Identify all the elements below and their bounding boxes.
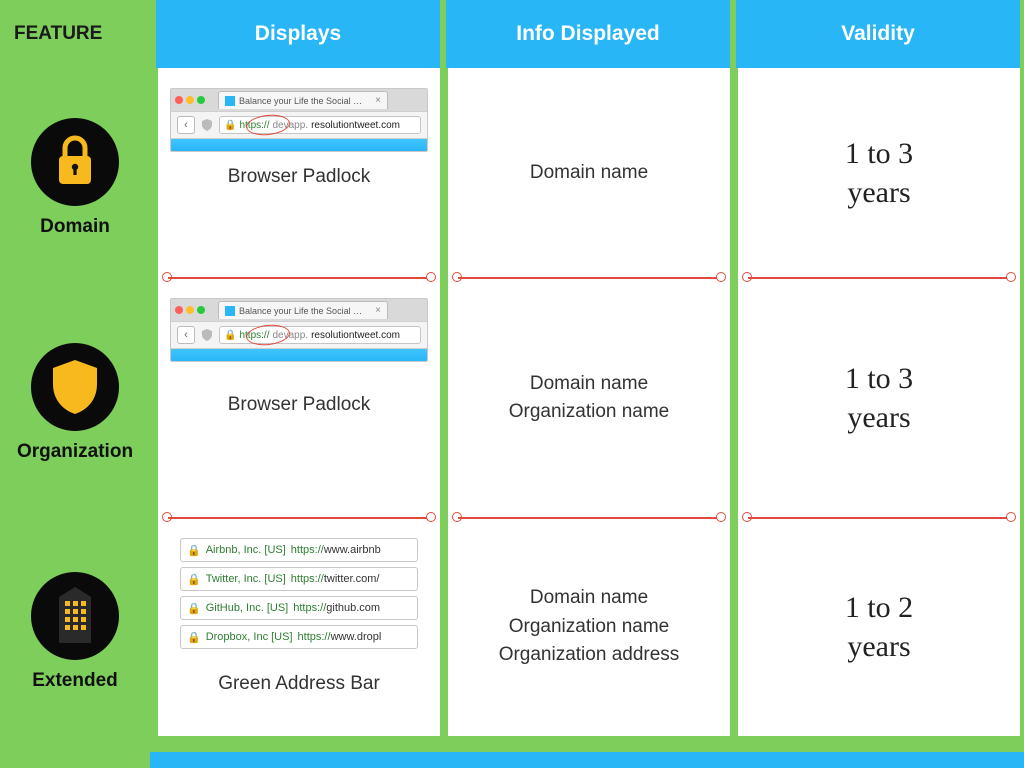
ev-host: twitter.com/ (324, 573, 380, 585)
organization-badge (31, 343, 119, 431)
ev-org: Twitter, Inc. [US] (206, 573, 286, 585)
header-info-label: Info Displayed (516, 22, 660, 46)
header-displays: Displays (150, 0, 440, 68)
displays-extended-caption: Green Address Bar (218, 673, 380, 695)
url-https: https:// (239, 120, 269, 131)
ev-host: github.com (326, 602, 380, 614)
displays-domain-caption: Browser Padlock (228, 166, 371, 188)
traffic-light-close-icon (175, 96, 183, 104)
browser-tabrow: Balance your Life the Social … × (171, 89, 427, 111)
tab-title: Balance your Life the Social … (239, 306, 362, 316)
ev-lock-icon: 🔒 (187, 631, 201, 644)
validity-extended-text: 1 to 2years (845, 588, 913, 666)
traffic-light-close-icon (175, 306, 183, 314)
ev-org: GitHub, Inc. [US] (206, 602, 289, 614)
validity-domain: 1 to 3years (730, 68, 1020, 278)
ev-lock-icon: 🔒 (187, 602, 201, 615)
ev-host: www.airbnb (324, 544, 381, 556)
shield-icon (49, 358, 101, 416)
info-org-line2: Organization name (509, 398, 670, 427)
displays-organization: Balance your Life the Social … × ‹ 🔒 htt… (150, 278, 440, 518)
extended-badge (31, 572, 119, 660)
url-https: https:// (239, 330, 269, 341)
info-extended: Domain name Organization name Organizati… (440, 518, 730, 736)
padlock-icon (51, 134, 99, 190)
browser-addr-row: ‹ 🔒 https://devapp.resolutiontweet.com (171, 111, 427, 139)
back-button-icon: ‹ (177, 326, 195, 344)
url-box: 🔒 https://devapp.resolutiontweet.com (219, 326, 421, 344)
ev-org: Dropbox, Inc [US] (206, 631, 293, 643)
browser-tabrow: Balance your Life the Social … × (171, 299, 427, 321)
displays-extended: 🔒 Airbnb, Inc. [US] https://www.airbnb 🔒… (150, 518, 440, 736)
url-domain: resolutiontweet.com (311, 120, 400, 131)
ev-org: Airbnb, Inc. [US] (206, 544, 286, 556)
browser-tab: Balance your Life the Social … × (218, 91, 388, 109)
browser-mock-org: Balance your Life the Social … × ‹ 🔒 htt… (170, 298, 428, 362)
ev-bar: 🔒 Airbnb, Inc. [US] https://www.airbnb (180, 538, 418, 562)
validity-extended: 1 to 2years (730, 518, 1020, 736)
tab-close-icon: × (375, 95, 381, 106)
validity-domain-text: 1 to 3years (845, 134, 913, 212)
ev-bar: 🔒 Dropbox, Inc [US] https://www.dropl (180, 625, 418, 649)
displays-domain: Balance your Life the Social … × ‹ 🔒 htt… (150, 68, 440, 278)
browser-content-strip (171, 139, 427, 151)
header-feature: FEATURE (0, 0, 150, 68)
feature-domain-label: Domain (40, 216, 110, 238)
validity-organization-text: 1 to 3years (845, 359, 913, 437)
ev-bar: 🔒 Twitter, Inc. [US] https://twitter.com… (180, 567, 418, 591)
ev-bar-stack: 🔒 Airbnb, Inc. [US] https://www.airbnb 🔒… (180, 538, 418, 649)
validity-organization: 1 to 3years (730, 278, 1020, 518)
header-info: Info Displayed (440, 0, 730, 68)
traffic-light-min-icon (186, 96, 194, 104)
info-organization: Domain name Organization name (440, 278, 730, 518)
tab-close-icon: × (375, 305, 381, 316)
info-ext-line2: Organization name (509, 613, 670, 642)
browser-mock-domain: Balance your Life the Social … × ‹ 🔒 htt… (170, 88, 428, 152)
ev-bar: 🔒 GitHub, Inc. [US] https://github.com (180, 596, 418, 620)
header-validity: Validity (730, 0, 1020, 68)
comparison-grid: FEATURE Displays Info Displayed Validity… (0, 0, 1024, 768)
bottom-strip (150, 752, 1024, 768)
info-org-line1: Domain name (530, 370, 648, 399)
feature-extended-label: Extended (32, 670, 118, 692)
info-domain: Domain name (440, 68, 730, 278)
shield-small-icon (201, 118, 213, 132)
browser-addr-row: ‹ 🔒 https://devapp.resolutiontweet.com (171, 321, 427, 349)
url-domain: resolutiontweet.com (311, 330, 400, 341)
feature-extended: Extended (0, 518, 150, 736)
header-feature-label: FEATURE (14, 23, 102, 45)
info-domain-line1: Domain name (530, 159, 648, 188)
tab-favicon-icon (225, 96, 235, 106)
feature-organization-label: Organization (17, 441, 133, 463)
header-validity-label: Validity (841, 22, 915, 46)
traffic-light-max-icon (197, 306, 205, 314)
url-box: 🔒 https://devapp.resolutiontweet.com (219, 116, 421, 134)
domain-badge (31, 118, 119, 206)
traffic-light-max-icon (197, 96, 205, 104)
shield-small-icon (201, 328, 213, 342)
back-button-icon: ‹ (177, 116, 195, 134)
padlock-small-icon: 🔒 (224, 120, 236, 131)
url-sub: devapp. (272, 120, 308, 131)
feature-domain: Domain (0, 68, 150, 278)
building-icon (55, 587, 95, 645)
ev-lock-icon: 🔒 (187, 544, 201, 557)
ev-host: www.dropl (331, 631, 382, 643)
browser-content-strip (171, 349, 427, 361)
tab-title: Balance your Life the Social … (239, 96, 362, 106)
displays-organization-caption: Browser Padlock (228, 394, 371, 416)
traffic-light-min-icon (186, 306, 194, 314)
feature-organization: Organization (0, 278, 150, 518)
info-ext-line1: Domain name (530, 584, 648, 613)
ev-lock-icon: 🔒 (187, 573, 201, 586)
tab-favicon-icon (225, 306, 235, 316)
browser-tab: Balance your Life the Social … × (218, 301, 388, 319)
header-displays-label: Displays (255, 22, 341, 46)
url-sub: devapp. (272, 330, 308, 341)
info-ext-line3: Organization address (499, 641, 680, 670)
padlock-small-icon: 🔒 (224, 330, 236, 341)
